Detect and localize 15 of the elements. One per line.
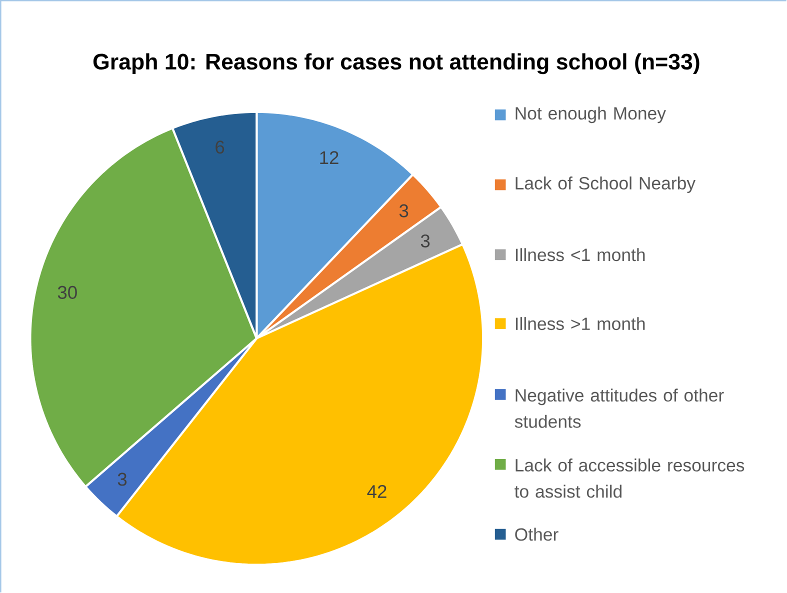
data-label: 12 xyxy=(320,151,338,164)
legend-label: Illness >1 month xyxy=(516,317,645,330)
data-label: 42 xyxy=(367,484,386,498)
data-label: 3 xyxy=(420,234,430,248)
legend-label: Illness <1 month xyxy=(516,248,645,262)
legend-label: Not enough Money xyxy=(516,106,666,124)
chart-title: Graph 10: Reasons for cases not attending school (n=33) xyxy=(93,53,700,74)
legend-label: Other xyxy=(515,528,558,541)
data-label: 3 xyxy=(399,204,408,218)
legend-label: Lack of accessible resources to assist child xyxy=(514,458,744,498)
legend-label: Negative attitudes of other students xyxy=(514,388,724,428)
data-label: 6 xyxy=(216,140,224,154)
legend-label: Lack of School Nearby xyxy=(516,176,696,194)
data-label: 30 xyxy=(58,286,77,299)
data-label: 3 xyxy=(118,472,127,486)
